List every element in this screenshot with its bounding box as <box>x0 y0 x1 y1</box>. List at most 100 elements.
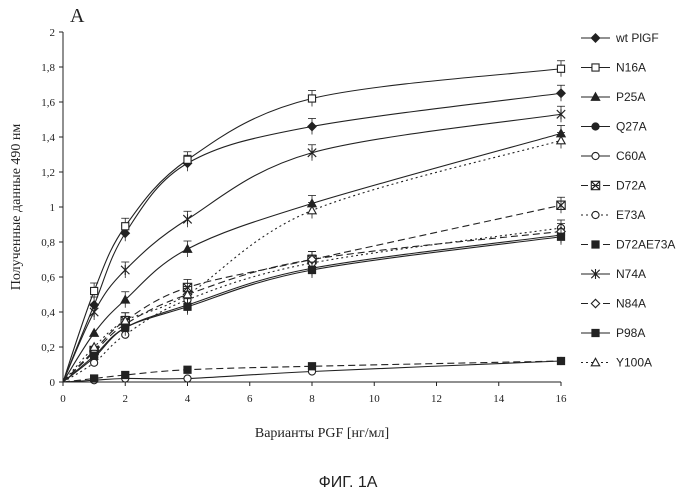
series-N84A <box>62 223 566 383</box>
series-layer <box>62 60 567 385</box>
x-tick-label: 12 <box>431 393 442 405</box>
marker-square-open <box>183 155 192 164</box>
x-tick-label: 10 <box>369 393 381 405</box>
marker-circle-open <box>90 358 99 367</box>
marker-diamond-open <box>590 298 601 309</box>
marker-circle-open <box>183 374 192 383</box>
marker-star <box>307 147 317 158</box>
legend-label: D72A <box>616 179 646 193</box>
marker-triangle-open <box>88 341 100 351</box>
marker-triangle-filled <box>88 327 100 337</box>
marker-triangle-open <box>590 357 601 367</box>
legend-item: N16A <box>581 61 646 75</box>
marker-square-filled <box>183 302 192 311</box>
panel-label: A <box>70 5 85 27</box>
legend-label: N74A <box>616 267 646 281</box>
legend-label: P98A <box>616 326 645 340</box>
x-ticks: 0 2 4 6 8 10 12 14 16 <box>60 382 567 405</box>
marker-square-filled <box>183 365 192 374</box>
marker-diamond-filled <box>556 88 566 99</box>
series-N74A <box>62 105 566 383</box>
legend-label: Q27A <box>616 120 647 134</box>
y-tick-label: 1,2 <box>41 167 55 179</box>
marker-triangle-open <box>182 289 193 299</box>
marker-square-filled <box>556 232 566 241</box>
legend-label: N16A <box>616 61 646 75</box>
marker-star <box>556 109 566 120</box>
marker-star <box>590 268 601 280</box>
marker-square-open <box>90 286 99 296</box>
marker-triangle-filled <box>590 91 601 101</box>
marker-triangle-filled <box>120 294 131 304</box>
y-tick-label: 0 <box>50 377 56 389</box>
marker-square-filled <box>307 362 317 371</box>
legend-item: N84A <box>581 297 646 311</box>
x-tick-label: 4 <box>185 393 191 405</box>
legend-label: wt PlGF <box>615 31 659 45</box>
marker-square-filled <box>121 370 130 380</box>
series-C60A <box>62 356 566 385</box>
legend-item: P25A <box>581 90 645 104</box>
y-tick-label: 0,4 <box>41 307 55 319</box>
x-tick-label: 14 <box>493 393 505 405</box>
legend: wt PlGFN16AP25AQ27AC60AD72AE73AD72AE73AN… <box>581 31 675 370</box>
marker-square-open <box>307 94 317 103</box>
marker-star <box>89 306 99 318</box>
x-tick-label: 8 <box>309 393 315 405</box>
legend-label: E73A <box>616 208 645 222</box>
marker-square-filled <box>90 374 99 383</box>
marker-triangle-filled <box>182 243 193 253</box>
series-P98A <box>62 228 566 383</box>
x-tick-label: 2 <box>123 393 129 405</box>
legend-label: C60A <box>616 149 646 163</box>
x-tick-label: 0 <box>60 393 66 405</box>
series-line <box>62 204 562 383</box>
y-tick-label: 0,8 <box>41 237 55 249</box>
marker-square-filled <box>90 351 99 360</box>
legend-item: P98A <box>581 326 645 340</box>
y-tick-label: 1,4 <box>41 132 55 144</box>
marker-triangle-open <box>555 135 567 145</box>
x-axis-label: Варианты PGF [нг/мл] <box>255 426 389 441</box>
series-N16A <box>62 60 566 383</box>
series-Y100A <box>62 132 567 383</box>
series-line <box>62 68 562 383</box>
legend-item: C60A <box>581 149 646 163</box>
marker-square-open <box>591 63 600 72</box>
legend-item: E73A <box>581 208 645 222</box>
y-axis-label: Полученные данные 490 нм <box>9 124 24 291</box>
marker-square-filled <box>556 356 566 366</box>
legend-item: D72A <box>581 179 646 193</box>
series-P25A <box>62 125 567 383</box>
marker-circle-filled <box>591 122 600 131</box>
series-wt PlGF <box>62 84 566 383</box>
legend-label: Y100A <box>616 356 652 370</box>
y-ticks: 0 0,2 0,4 0,6 0,8 1 1,2 1,4 1,6 1,8 2 <box>41 27 63 389</box>
legend-item: Y100A <box>581 356 652 370</box>
legend-item: wt PlGF <box>581 31 659 45</box>
y-tick-label: 0,2 <box>41 342 55 354</box>
marker-diamond-filled <box>307 121 317 132</box>
y-tick-label: 0,6 <box>41 272 55 284</box>
marker-square-open <box>556 64 566 73</box>
marker-square-filled <box>591 328 600 338</box>
y-tick-label: 1 <box>50 202 56 214</box>
y-tick-label: 1,8 <box>41 62 55 74</box>
figure-caption: ФИГ. 1А <box>319 474 378 491</box>
marker-square-filled <box>307 265 317 275</box>
x-tick-label: 6 <box>247 393 253 405</box>
marker-square-open <box>121 222 130 231</box>
x-tick-label: 16 <box>556 393 568 405</box>
marker-circle-open <box>591 210 600 220</box>
series-Q27A <box>62 226 566 383</box>
y-tick-label: 1,6 <box>41 97 55 109</box>
marker-star <box>120 264 130 276</box>
marker-square-filled <box>591 240 600 249</box>
series-D72AE73A <box>62 356 566 383</box>
legend-item: D72AE73A <box>581 238 675 252</box>
marker-triangle-open <box>306 205 318 215</box>
legend-label: P25A <box>616 90 645 104</box>
legend-item: Q27A <box>581 120 647 134</box>
legend-item: N74A <box>581 267 646 281</box>
y-tick-label: 2 <box>50 27 56 39</box>
